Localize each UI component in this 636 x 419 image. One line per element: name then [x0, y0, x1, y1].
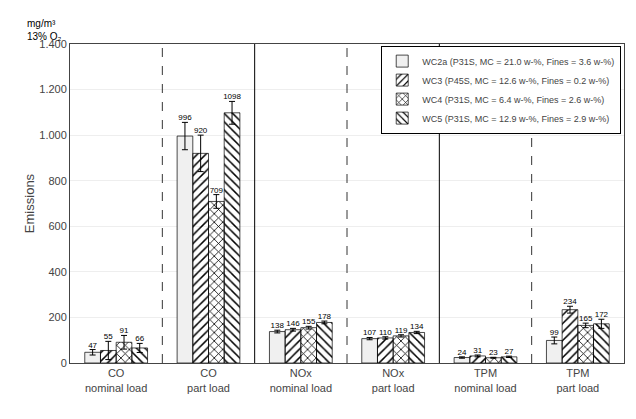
svg-text:Emissions: Emissions	[22, 173, 37, 233]
svg-text:234: 234	[563, 297, 577, 306]
svg-text:23: 23	[489, 348, 498, 357]
svg-text:1098: 1098	[223, 92, 241, 101]
svg-text:99: 99	[550, 328, 559, 337]
svg-text:1.400: 1.400	[39, 38, 67, 50]
svg-text:WC3 (P45S, MC = 12.6 w-%, Fine: WC3 (P45S, MC = 12.6 w-%, Fines = 0.2 w-…	[422, 76, 609, 86]
svg-text:178: 178	[318, 312, 332, 321]
svg-text:155: 155	[302, 317, 316, 326]
svg-text:TPMpart load: TPMpart load	[556, 367, 599, 393]
svg-text:NOxnominal load: NOxnominal load	[270, 367, 332, 393]
svg-text:55: 55	[104, 332, 113, 341]
svg-text:47: 47	[88, 341, 97, 350]
svg-text:800: 800	[48, 175, 66, 187]
svg-text:920: 920	[194, 126, 208, 135]
svg-text:COnominal load: COnominal load	[85, 367, 147, 393]
svg-text:400: 400	[48, 266, 66, 278]
svg-text:0: 0	[61, 357, 67, 369]
svg-text:709: 709	[210, 186, 224, 195]
svg-text:31: 31	[473, 346, 482, 355]
svg-text:WC2a (P31S, MC = 21.0 w-%, Fin: WC2a (P31S, MC = 21.0 w-%, Fines = 3.6 w…	[422, 57, 614, 67]
svg-text:200: 200	[48, 311, 66, 323]
svg-text:600: 600	[48, 220, 66, 232]
svg-text:146: 146	[286, 319, 300, 328]
svg-text:WC5 (P31S, MC = 12.9 w-%, Fine: WC5 (P31S, MC = 12.9 w-%, Fines = 2.9 w-…	[422, 114, 609, 124]
svg-text:165: 165	[579, 314, 593, 323]
svg-text:27: 27	[505, 347, 514, 356]
svg-text:mg/m³13% O₂: mg/m³13% O₂	[27, 18, 62, 42]
svg-text:1.200: 1.200	[39, 83, 67, 95]
svg-text:134: 134	[410, 322, 424, 331]
svg-text:66: 66	[135, 334, 144, 343]
svg-text:NOxpart load: NOxpart load	[372, 367, 415, 393]
svg-text:996: 996	[178, 113, 192, 122]
svg-text:91: 91	[120, 326, 129, 335]
svg-text:110: 110	[379, 328, 392, 337]
svg-text:172: 172	[595, 310, 609, 319]
svg-text:119: 119	[395, 326, 408, 335]
svg-text:WC4 (P31S, MC = 6.4 w-%, Fines: WC4 (P31S, MC = 6.4 w-%, Fines = 2.6 w-%…	[422, 95, 604, 105]
svg-text:107: 107	[363, 328, 377, 337]
svg-text:TPMnominal load: TPMnominal load	[454, 367, 516, 393]
svg-text:COpart load: COpart load	[187, 367, 230, 393]
svg-text:1.000: 1.000	[39, 129, 67, 141]
svg-text:24: 24	[458, 348, 467, 357]
svg-text:138: 138	[271, 321, 285, 330]
